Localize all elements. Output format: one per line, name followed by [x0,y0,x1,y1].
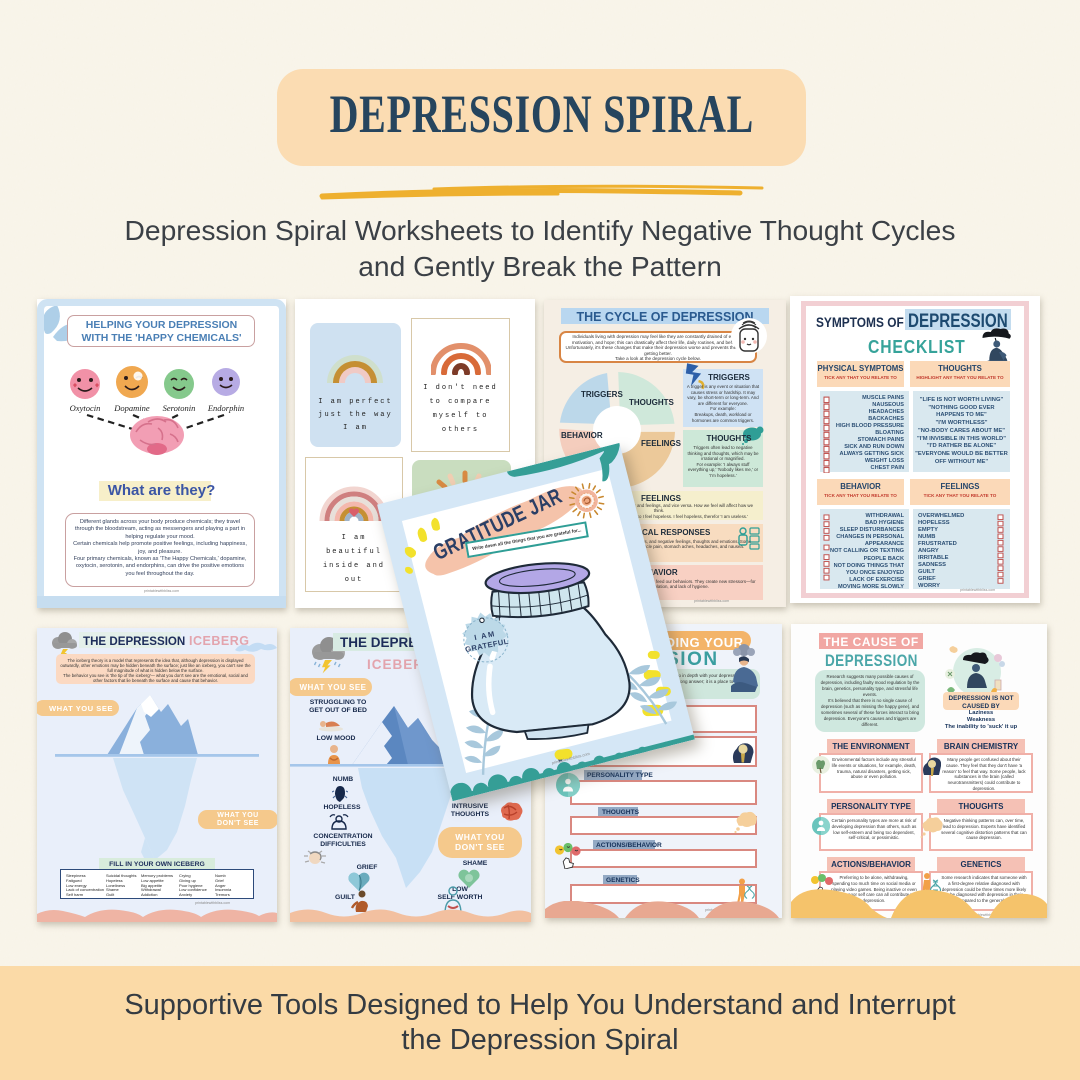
svg-text:Serotonin: Serotonin [163,403,196,413]
svg-text:Dopamine: Dopamine [113,403,150,413]
svg-text:Endorphin: Endorphin [207,403,244,413]
svg-text:Oxytocin: Oxytocin [70,403,101,413]
svg-text:I AM: I AM [474,629,497,642]
